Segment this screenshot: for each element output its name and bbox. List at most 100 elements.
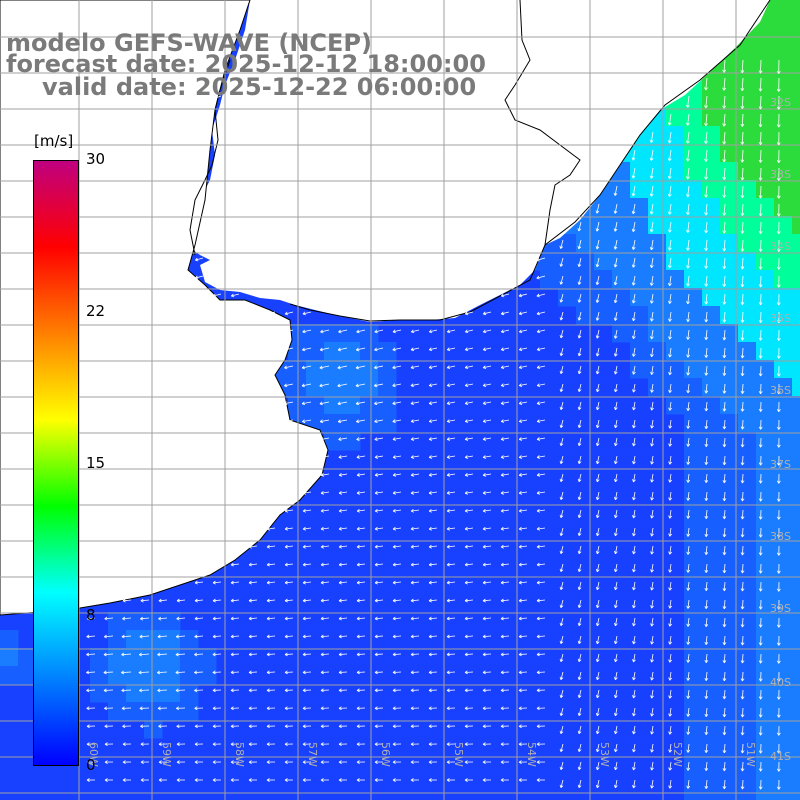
wind-arrow [356,437,366,440]
wind-arrow-head [649,246,654,251]
wind-arrow [742,689,744,700]
ocean-cell [126,702,145,721]
wind-arrow-head [356,544,360,549]
wind-arrow [338,419,348,423]
wind-arrow [669,311,672,322]
wind-arrow [519,419,528,422]
wind-arrow-head [595,424,600,429]
wind-arrow-head [536,634,540,639]
wind-arrow [742,437,744,448]
wind-arrow-head [776,195,781,199]
ocean-cell [702,486,721,505]
wind-arrow-head [139,634,143,639]
wind-arrow [356,617,366,620]
wind-arrow-head [776,480,781,484]
wind-arrow-head [632,389,636,393]
ocean-cell [738,558,757,577]
wind-arrow-head [536,419,541,423]
ocean-cell [90,684,109,703]
ocean-cell [684,288,703,307]
wind-arrow-head [392,742,396,747]
ocean-cell [630,324,649,343]
wind-arrow-head [536,508,541,513]
wind-arrow [596,491,600,500]
wind-arrow-head [559,658,564,663]
wind-arrow-head [740,159,745,163]
wind-arrow [501,491,510,494]
wind-arrow [578,491,582,500]
wind-arrow [339,473,348,476]
wind-arrow-head [518,347,523,352]
ocean-cell [0,666,19,685]
wind-arrow [596,437,600,446]
wind-arrow-head [446,562,450,567]
wind-arrow-head [668,551,673,555]
wind-arrow-head [559,424,564,429]
wind-arrow [760,131,762,145]
wind-arrow-head [704,354,709,358]
wind-arrow [267,563,276,566]
wind-arrow-head [632,479,636,483]
wind-arrow-head [740,426,745,430]
wind-arrow-head [410,526,414,531]
wind-arrow [651,689,654,699]
ocean-cell [756,630,775,649]
wind-arrow [705,221,708,234]
wind-arrow [392,671,402,673]
ocean-cell [702,720,721,739]
ocean-cell [738,414,757,433]
wind-arrow [669,689,672,699]
wind-arrow [596,509,600,518]
ocean-cell [756,216,775,235]
wind-arrow-head [632,749,636,753]
wind-arrow [596,599,600,608]
wind-arrow-head [577,784,582,789]
wind-arrow [519,563,528,566]
ocean-cell [702,270,721,289]
ocean-cell [738,378,757,397]
wind-arrow-head [595,478,600,483]
wind-arrow-head [577,694,582,699]
wind-arrow-head [632,695,636,699]
wind-arrow [536,275,546,279]
wind-arrow-head [464,419,469,423]
wind-arrow-head [446,724,450,729]
wind-arrow [501,509,510,512]
wind-arrow [632,257,636,268]
wind-arrow [157,653,168,656]
wind-arrow-head [356,742,360,747]
wind-arrow [705,131,708,144]
wind-arrow-head [722,390,727,394]
ocean-cell [144,630,163,649]
wind-arrow [705,149,708,162]
wind-arrow [596,419,600,428]
wind-arrow [231,599,240,602]
wind-arrow-head [410,760,414,764]
wind-arrow-head [230,616,234,621]
wind-arrow [687,167,690,180]
ocean-cell [666,198,685,217]
wind-arrow-head [157,634,161,639]
wind-arrow-head [428,437,433,441]
wind-arrow [483,437,492,440]
wind-arrow [705,293,708,305]
ocean-cell [666,288,685,307]
wind-arrow [632,329,636,339]
wind-arrow-head [230,293,235,298]
ocean-cell [738,792,757,800]
wind-arrow-head [740,266,745,270]
wind-arrow-head [374,562,378,567]
wind-arrow-head [650,749,654,753]
wind-arrow-head [482,401,487,405]
wind-arrow-head [374,401,378,406]
wind-arrow-head [500,526,504,531]
ocean-cell [702,288,721,307]
wind-arrow [86,653,96,656]
wind-arrow-head [722,123,727,127]
wind-arrow-head [704,176,708,180]
wind-arrow [614,617,618,626]
wind-arrow-head [776,696,781,700]
wind-arrow-head [595,460,600,465]
wind-arrow-head [595,748,600,753]
